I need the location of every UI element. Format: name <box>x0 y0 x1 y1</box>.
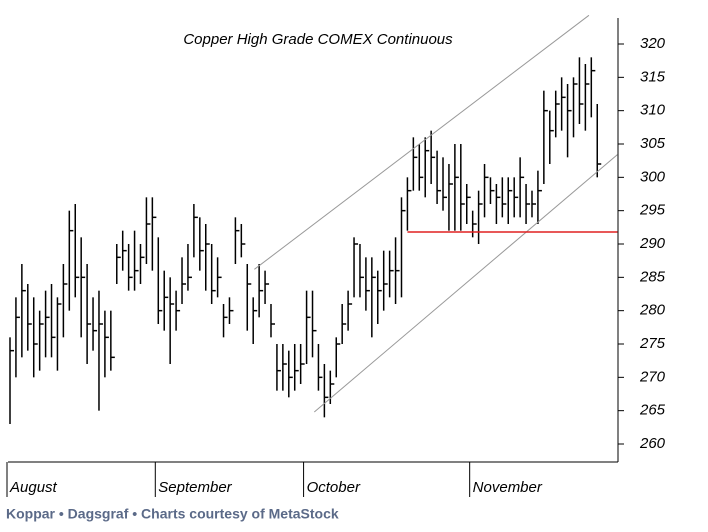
y-tick-label: 260 <box>639 435 666 452</box>
y-tick-label: 315 <box>640 68 666 85</box>
x-tick-label: October <box>307 479 361 496</box>
x-tick-label: August <box>9 479 58 496</box>
trendline <box>313 154 618 413</box>
x-tick-label: November <box>473 479 543 496</box>
y-tick-label: 305 <box>640 135 666 152</box>
y-tick-label: 285 <box>639 268 666 285</box>
y-tick-label: 300 <box>640 168 666 185</box>
y-tick-label: 290 <box>639 235 666 252</box>
y-tick-label: 280 <box>639 302 666 319</box>
y-tick-label: 265 <box>639 402 666 419</box>
y-tick-label: 295 <box>639 202 666 219</box>
x-tick-label: September <box>158 479 232 496</box>
y-tick-label: 320 <box>640 35 666 52</box>
trendline <box>254 14 590 270</box>
y-tick-label: 310 <box>640 102 666 119</box>
caption: Koppar • Dagsgraf • Charts courtesy of M… <box>6 506 339 522</box>
chart-title: Copper High Grade COMEX Continuous <box>183 31 453 48</box>
y-tick-label: 275 <box>639 335 666 352</box>
y-tick-label: 270 <box>639 368 666 385</box>
